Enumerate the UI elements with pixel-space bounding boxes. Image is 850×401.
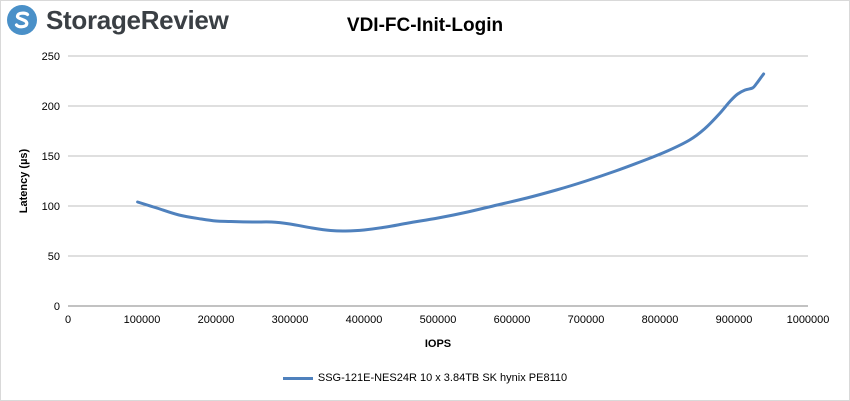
brand-name: StorageReview	[46, 5, 229, 35]
x-tick-label: 700000	[568, 314, 605, 326]
x-tick-label: 600000	[494, 314, 531, 326]
x-tick-label: 300000	[272, 314, 309, 326]
series-line-0	[136, 72, 766, 233]
x-tick-label: 800000	[642, 314, 679, 326]
y-tick-labels: 0 50 100 150 200 250	[42, 51, 60, 313]
legend-label: SSG-121E-NES24R 10 x 3.84TB SK hynix PE8…	[317, 372, 568, 384]
x-tick-label: 200000	[198, 314, 235, 326]
x-tick-label: 1000000	[787, 314, 830, 326]
storagereview-logo: StorageReview	[6, 4, 229, 36]
chart-title: VDI-FC-Init-Login	[346, 15, 504, 36]
y-axis-label: Latency (µs)	[18, 148, 30, 213]
legend: SSG-121E-NES24R 10 x 3.84TB SK hynix PE8…	[0, 370, 850, 386]
y-tick-label: 200	[42, 101, 60, 113]
gridlines	[68, 55, 808, 307]
x-tick-label: 900000	[716, 314, 753, 326]
y-tick-label: 100	[42, 201, 60, 213]
series-group	[136, 72, 766, 233]
y-tick-label: 50	[48, 251, 60, 263]
storagereview-logo-icon	[7, 5, 37, 35]
x-tick-labels: 0 100000 200000 300000 400000 500000 600000 700…	[65, 314, 829, 326]
x-tick-label: 500000	[420, 314, 457, 326]
y-tick-label: 150	[42, 151, 60, 163]
x-tick-label: 400000	[346, 314, 383, 326]
x-axis-label: IOPS	[425, 338, 451, 350]
y-tick-label: 0	[54, 301, 60, 313]
legend-swatch	[282, 376, 313, 380]
y-tick-label: 250	[42, 51, 60, 63]
x-tick-label: 100000	[124, 314, 161, 326]
x-tick-label: 0	[65, 314, 71, 326]
